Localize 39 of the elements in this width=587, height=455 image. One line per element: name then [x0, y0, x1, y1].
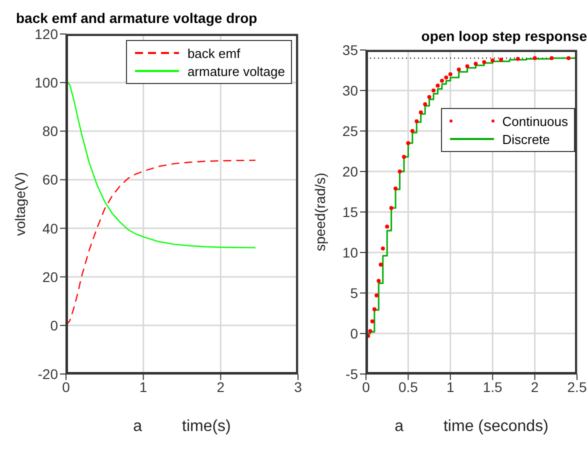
legend-label: Continuous — [502, 114, 568, 129]
y-tick-label: 100 — [34, 74, 58, 91]
y-tick-label: 30 — [342, 82, 358, 98]
x-tick-label: 2 — [216, 378, 225, 395]
x-tick-label: 2.5 — [567, 378, 587, 395]
y-tick-label: 120 — [34, 26, 58, 42]
y-tick-label: 60 — [42, 172, 58, 188]
y-tick-label: 35 — [342, 42, 358, 58]
y-tick-label: 15 — [342, 204, 358, 220]
y-tick-label: 25 — [342, 122, 358, 139]
x-tick-label: 2 — [530, 378, 539, 395]
y-tick-label: -20 — [38, 366, 58, 382]
y-tick-label: 20 — [42, 268, 58, 285]
x-tick-label: 3 — [294, 378, 302, 395]
y-axis-title: speed(rad/s) — [312, 172, 328, 252]
legend-label: Discrete — [502, 132, 550, 147]
x-tick-label: 0 — [62, 378, 70, 395]
chart-title: back emf and armature voltage drop — [15, 10, 258, 26]
y-tick-label: 40 — [42, 220, 58, 236]
x-axis-title: time(s) — [182, 418, 231, 436]
y-tick-label: 0 — [350, 325, 358, 342]
x-tick-label: 1.5 — [482, 378, 503, 395]
y-tick-label: 5 — [350, 284, 358, 301]
chart-title: open loop step response — [421, 28, 587, 44]
y-tick-label: 20 — [342, 163, 358, 180]
x-tick-label: 0.5 — [398, 378, 418, 395]
x-tick-label: 0 — [362, 378, 370, 395]
x-axis-title: time (seconds) — [443, 418, 548, 436]
y-tick-label: -5 — [346, 366, 358, 382]
x-tick-label: 1 — [139, 378, 148, 395]
legend-label: armature voltage — [187, 64, 285, 78]
text: a — [133, 418, 142, 436]
y-tick-label: 80 — [42, 123, 58, 140]
x-tick-label: 1 — [446, 378, 454, 395]
y-tick-label: 10 — [342, 244, 358, 260]
legend-label: back emf — [187, 46, 240, 60]
y-axis-title: voltage(V) — [12, 172, 28, 236]
y-tick-label: 0 — [50, 317, 58, 334]
text: a — [394, 418, 404, 436]
